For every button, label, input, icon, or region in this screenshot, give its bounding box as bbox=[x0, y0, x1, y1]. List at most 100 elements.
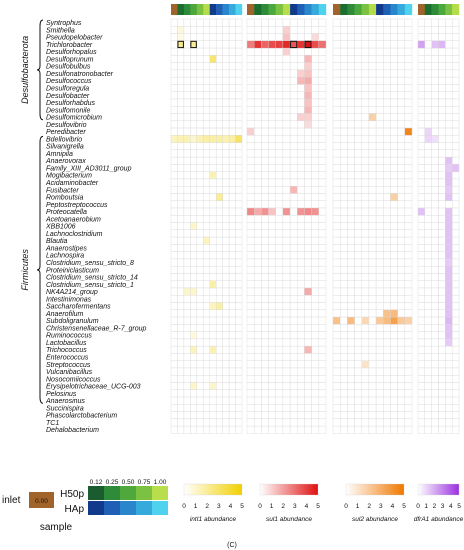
heatmap-cell bbox=[289, 207, 298, 216]
heatmap-cell bbox=[196, 193, 204, 201]
heatmap-cell bbox=[332, 244, 341, 252]
heatmap-cell bbox=[347, 382, 355, 390]
heatmap-cell bbox=[451, 396, 460, 405]
heatmap-cell bbox=[190, 84, 198, 92]
heatmap-cell bbox=[183, 215, 191, 223]
heatmap-cell bbox=[203, 229, 210, 238]
heatmap-cell bbox=[417, 76, 426, 85]
heatmap-cell bbox=[354, 76, 362, 85]
heatmap-cell bbox=[209, 295, 217, 303]
heatmap-cell bbox=[451, 236, 460, 245]
heatmap-cell bbox=[275, 98, 284, 107]
heatmap-cell bbox=[196, 360, 204, 369]
heatmap-cell bbox=[390, 375, 398, 383]
heatmap-cell bbox=[297, 353, 305, 361]
heatmap-cell bbox=[390, 404, 398, 412]
heatmap-value-cell bbox=[190, 382, 197, 390]
legend-scale-tick: 0.12 bbox=[90, 479, 103, 486]
heatmap-cell bbox=[289, 127, 298, 136]
heatmap-cell bbox=[417, 353, 426, 361]
heatmap-cell bbox=[246, 26, 255, 34]
heatmap-cell bbox=[228, 425, 236, 434]
heatmap-cell bbox=[297, 258, 305, 267]
heatmap-cell bbox=[228, 389, 236, 398]
heatmap-cell bbox=[383, 91, 391, 100]
heatmap-cell bbox=[397, 55, 406, 63]
heatmap-cell bbox=[289, 382, 298, 390]
heatmap-cell bbox=[222, 273, 230, 281]
heatmap-value-cell bbox=[190, 287, 197, 296]
heatmap-cell bbox=[177, 338, 185, 347]
heatmap-cell bbox=[424, 84, 432, 92]
heatmap-cell bbox=[404, 47, 413, 56]
heatmap-cell bbox=[424, 164, 432, 172]
heatmap-cell bbox=[177, 76, 185, 85]
heatmap-cell bbox=[390, 26, 398, 34]
heatmap-cell bbox=[297, 156, 305, 165]
heatmap-cell bbox=[451, 273, 460, 281]
heatmap-cell bbox=[196, 353, 204, 361]
heatmap-cell bbox=[361, 164, 370, 172]
heatmap-cell bbox=[361, 186, 370, 194]
taxon-label: Clostridium_sensu_stricto_14 bbox=[46, 275, 138, 282]
heatmap-cell bbox=[417, 135, 426, 143]
heatmap-cell bbox=[339, 353, 348, 361]
heatmap-cell bbox=[215, 76, 223, 85]
heatmap-cell bbox=[332, 338, 341, 347]
heatmap-cell bbox=[451, 55, 460, 63]
heatmap-cell bbox=[209, 244, 217, 252]
heatmap-value-cell bbox=[261, 40, 269, 49]
heatmap-cell bbox=[397, 215, 406, 223]
heatmap-cell bbox=[170, 287, 178, 296]
heatmap-cell bbox=[170, 149, 178, 158]
sample-strip-cell bbox=[268, 4, 276, 15]
heatmap-cell bbox=[275, 309, 284, 318]
legend-h50p-label: H50p bbox=[60, 489, 84, 500]
heatmap-cell bbox=[170, 229, 178, 238]
heatmap-cell bbox=[332, 273, 341, 281]
heatmap-cell bbox=[383, 142, 391, 151]
heatmap-cell bbox=[311, 396, 320, 405]
heatmap-cell bbox=[268, 229, 276, 238]
heatmap-cell bbox=[438, 316, 446, 325]
heatmap-cell bbox=[431, 258, 439, 267]
heatmap-cell bbox=[431, 236, 439, 245]
heatmap-cell bbox=[438, 265, 446, 274]
heatmap-cell bbox=[190, 215, 198, 223]
heatmap-cell bbox=[404, 156, 413, 165]
heatmap-cell bbox=[318, 345, 327, 354]
heatmap-cell bbox=[177, 127, 185, 136]
heatmap-cell bbox=[190, 156, 198, 165]
group-bracket bbox=[36, 19, 44, 121]
heatmap-cell bbox=[431, 382, 439, 390]
legend-hap-label: HAp bbox=[65, 504, 85, 515]
heatmap-cell bbox=[246, 62, 255, 71]
heatmap-cell bbox=[246, 156, 255, 165]
heatmap-cell bbox=[417, 338, 426, 347]
heatmap-cell bbox=[339, 338, 348, 347]
heatmap-cell bbox=[253, 367, 262, 376]
heatmap-cell bbox=[368, 76, 377, 85]
heatmap-cell bbox=[417, 142, 426, 151]
heatmap-cell bbox=[375, 353, 384, 361]
heatmap-cell bbox=[253, 18, 262, 27]
heatmap-cell bbox=[304, 280, 312, 289]
heatmap-cell bbox=[228, 98, 236, 107]
heatmap-value-cell bbox=[390, 309, 398, 318]
heatmap-cell bbox=[177, 389, 185, 398]
heatmap-cell bbox=[332, 251, 341, 260]
heatmap-cell bbox=[383, 375, 391, 383]
heatmap-cell bbox=[397, 244, 406, 252]
heatmap-cell bbox=[311, 84, 320, 92]
heatmap-cell bbox=[282, 324, 291, 332]
heatmap-cell bbox=[215, 273, 223, 281]
heatmap-cell bbox=[424, 178, 432, 187]
heatmap-cell bbox=[177, 236, 185, 245]
heatmap-cell bbox=[183, 389, 191, 398]
heatmap-cell bbox=[222, 127, 230, 136]
heatmap-cell bbox=[289, 244, 298, 252]
heatmap-cell bbox=[215, 84, 223, 92]
heatmap-cell bbox=[431, 18, 439, 27]
heatmap-cell bbox=[261, 186, 269, 194]
heatmap-cell bbox=[196, 142, 204, 151]
